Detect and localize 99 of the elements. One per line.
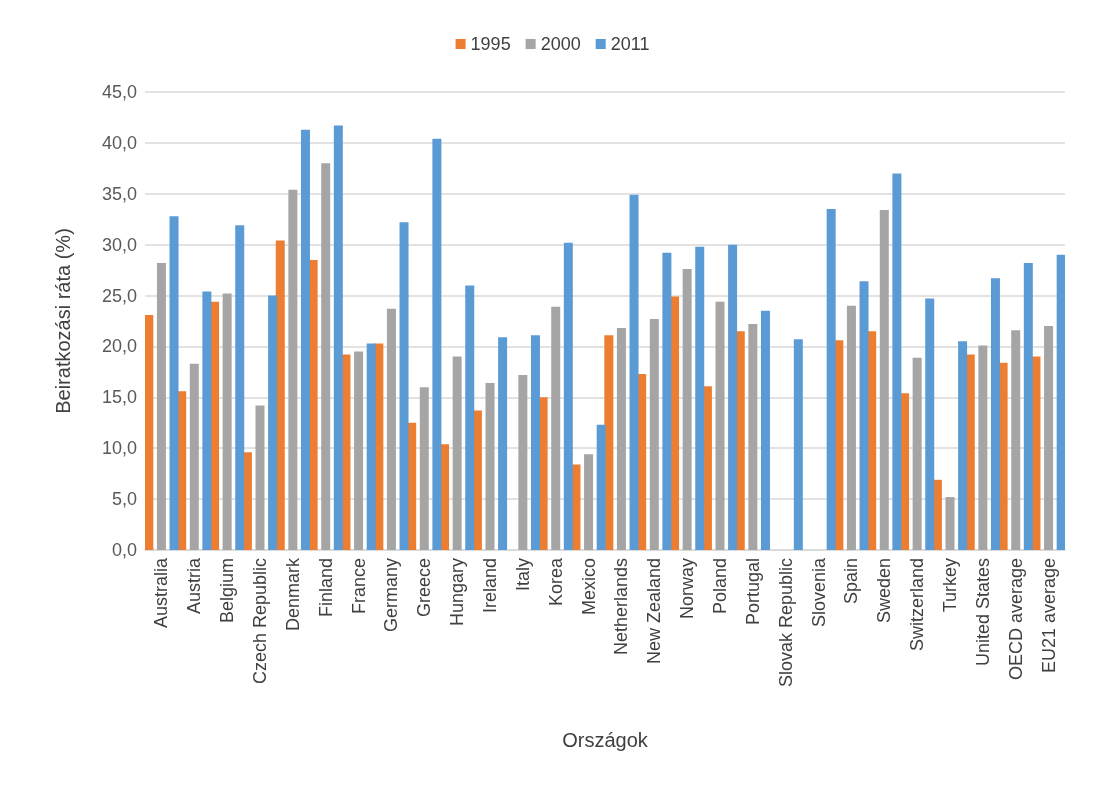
x-tick-label: Czech Republic <box>250 558 270 685</box>
bar <box>695 246 705 550</box>
bar <box>748 324 758 550</box>
bar <box>485 383 495 550</box>
legend-label: 2000 <box>540 34 581 54</box>
y-tick-label: 15,0 <box>101 387 137 408</box>
bar <box>958 341 968 550</box>
bar <box>465 285 475 550</box>
bar <box>255 405 265 550</box>
x-tick-label: EU21 average <box>1038 558 1059 674</box>
bar <box>275 240 285 550</box>
bar <box>288 189 298 550</box>
bar <box>518 374 528 550</box>
x-axis-title: Országok <box>562 729 649 751</box>
y-tick-label: 40,0 <box>101 132 137 153</box>
x-tick-label: Denmark <box>282 557 303 632</box>
bar <box>268 295 278 550</box>
bar <box>629 194 639 550</box>
y-tick-label: 20,0 <box>101 336 137 357</box>
bar <box>386 308 396 550</box>
x-tick-label: Poland <box>710 558 730 615</box>
legend-label: 2011 <box>610 34 650 54</box>
bar <box>145 314 154 550</box>
bar <box>879 210 889 550</box>
x-tick-label: Switzerland <box>907 558 928 652</box>
bar <box>551 306 561 550</box>
bar <box>662 252 672 550</box>
legend-label: 1995 <box>470 34 511 54</box>
bar <box>859 281 869 550</box>
bar <box>1056 254 1065 550</box>
bar <box>912 357 922 550</box>
x-tick-label: OECD average <box>1005 558 1026 681</box>
bar <box>452 356 462 550</box>
bar <box>300 129 310 550</box>
bar <box>715 301 725 550</box>
x-tick-label: Greece <box>414 558 435 618</box>
bar <box>432 138 442 550</box>
y-tick-label: 10,0 <box>101 438 137 459</box>
x-tick-label: Hungary <box>447 558 468 627</box>
bar <box>760 310 770 550</box>
x-tick-label: France <box>348 558 369 615</box>
x-tick-label: United States <box>972 558 993 667</box>
bar <box>1011 330 1021 550</box>
bar <box>616 328 626 550</box>
x-tick-label: Ireland <box>480 558 500 614</box>
y-tick-label: 0,0 <box>111 540 137 560</box>
bar <box>366 343 376 550</box>
x-tick-label: Finland <box>315 558 336 618</box>
x-tick-label: Slovenia <box>808 557 829 628</box>
x-tick-label: Portugal <box>742 558 763 626</box>
bar <box>649 318 659 550</box>
x-tick-label: Sweden <box>874 558 895 624</box>
y-tick-label: 35,0 <box>101 183 137 204</box>
bar <box>892 173 902 550</box>
bar <box>978 345 988 550</box>
bar <box>826 209 836 550</box>
y-tick-label: 45,0 <box>101 82 137 102</box>
y-tick-label: 5,0 <box>111 489 137 510</box>
bar <box>333 125 343 550</box>
bar <box>189 363 199 550</box>
bar <box>202 291 212 550</box>
bar <box>728 244 738 550</box>
y-tick-label: 30,0 <box>101 234 137 255</box>
bar <box>584 454 594 550</box>
bar <box>596 424 606 550</box>
x-tick-label: Italy <box>512 558 533 592</box>
bar <box>682 269 692 550</box>
bar <box>530 335 540 550</box>
x-tick-label: New Zealand <box>644 558 665 665</box>
bar <box>925 298 935 550</box>
bar <box>419 387 429 550</box>
y-axis-title: Beiratkozási ráta (%) <box>52 228 74 414</box>
bar <box>498 337 508 550</box>
x-tick-label: Slovak Republic <box>775 558 796 688</box>
x-tick-label: Korea <box>545 557 566 607</box>
bar <box>793 339 803 550</box>
x-tick-label: Norway <box>677 558 698 620</box>
bar <box>945 497 955 550</box>
x-tick-label: Australia <box>151 557 172 629</box>
bar <box>399 222 409 550</box>
bar <box>222 293 232 550</box>
x-tick-label: Germany <box>381 558 402 633</box>
bar <box>563 242 573 550</box>
bar <box>321 163 331 550</box>
bar <box>354 351 364 550</box>
x-tick-label: Netherlands <box>611 558 632 656</box>
x-tick-label: Mexico <box>578 558 599 616</box>
bar <box>169 216 179 550</box>
y-tick-label: 25,0 <box>101 285 137 306</box>
x-tick-label: Turkey <box>940 558 960 613</box>
x-tick-label: Spain <box>841 558 862 605</box>
bar <box>846 305 856 550</box>
bar <box>1023 262 1033 550</box>
bar <box>156 262 166 550</box>
bar <box>235 225 245 550</box>
bar <box>990 278 1000 550</box>
x-tick-label: Austria <box>184 557 205 615</box>
x-tick-label: Belgium <box>217 558 238 624</box>
bar <box>1044 326 1054 550</box>
